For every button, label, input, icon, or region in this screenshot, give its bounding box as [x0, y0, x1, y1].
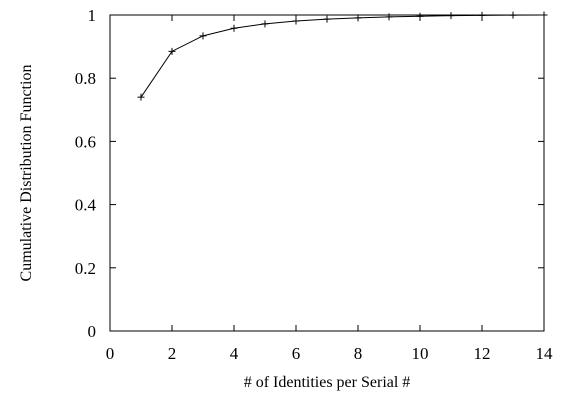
x-tick-label: 14 [536, 344, 554, 363]
data-point [199, 32, 207, 40]
x-tick-label: 0 [106, 344, 115, 363]
x-tick-label: 2 [168, 344, 177, 363]
data-point [416, 12, 424, 20]
series-layer [137, 11, 548, 101]
x-tick-label: 10 [412, 344, 429, 363]
y-tick-label: 0 [88, 322, 97, 341]
data-point [478, 11, 486, 19]
x-tick-label: 4 [230, 344, 239, 363]
y-tick-label: 1 [88, 6, 97, 25]
y-tick-label: 0.4 [75, 196, 97, 215]
data-point [385, 13, 393, 21]
data-point [354, 14, 362, 22]
data-point [137, 93, 145, 101]
y-ticks: 0 0.2 0.4 0.6 0.8 1 [75, 6, 544, 341]
data-point [447, 12, 455, 20]
data-point [323, 15, 331, 23]
plot-frame [109, 14, 545, 332]
x-axis-label: # of Identities per Serial # [244, 374, 411, 391]
data-point [292, 17, 300, 25]
x-ticks: 0 2 4 6 8 10 12 14 [106, 15, 553, 363]
data-point [261, 20, 269, 28]
y-tick-label: 0.8 [75, 69, 96, 88]
y-tick-label: 0.2 [75, 259, 96, 278]
data-point [509, 11, 517, 19]
data-point [540, 11, 548, 19]
data-point [168, 47, 176, 55]
data-point [230, 24, 238, 32]
y-tick-label: 0.6 [75, 132, 96, 151]
x-tick-label: 12 [474, 344, 491, 363]
x-tick-label: 8 [354, 344, 363, 363]
x-tick-label: 6 [292, 344, 301, 363]
y-axis-label: Cumulative Distribution Function [18, 65, 35, 282]
series-line [140, 14, 545, 98]
